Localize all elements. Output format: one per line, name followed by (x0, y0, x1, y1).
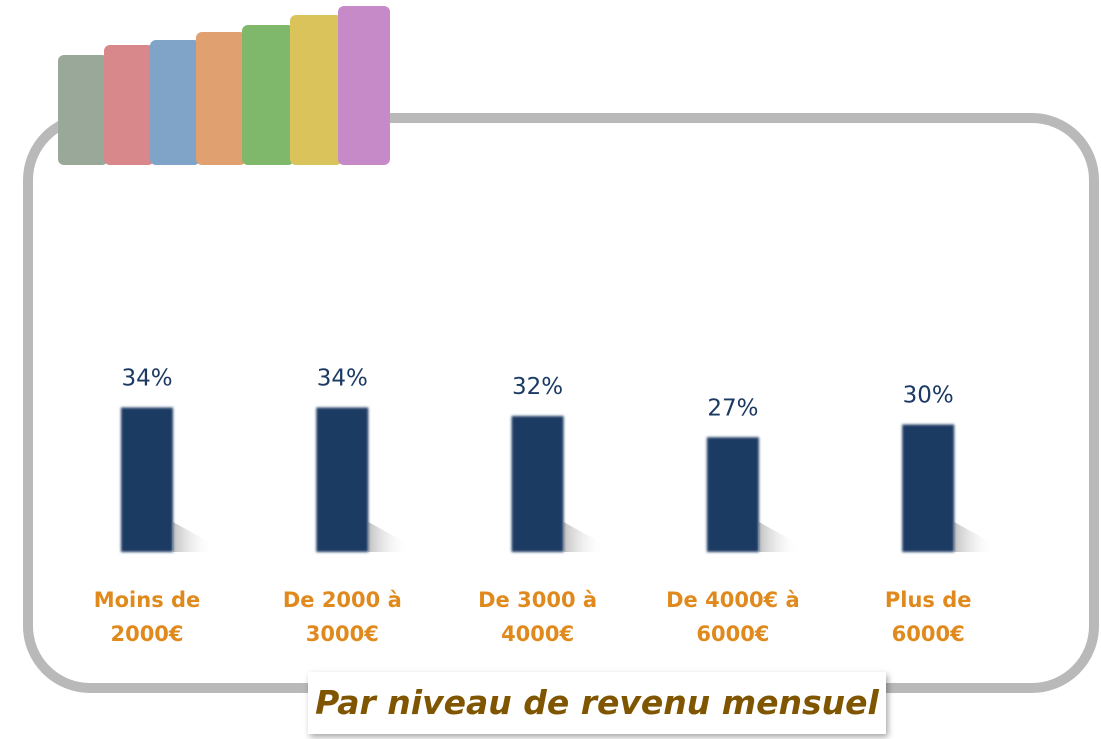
value-label: 32% (512, 374, 563, 400)
value-label: 30% (903, 383, 954, 409)
x-tick-label: De 3000 à 4000€ (478, 588, 598, 646)
bar-shadow (954, 522, 995, 552)
bar (316, 407, 369, 552)
bar (511, 416, 564, 552)
value-label: 34% (317, 366, 368, 392)
banknotes (58, 6, 390, 165)
bar-shadow (758, 522, 799, 552)
x-tick-label: Moins de 2000€ (93, 588, 201, 646)
bar-shadow (173, 522, 213, 552)
bar-shadow (563, 522, 604, 552)
chart-title: Par niveau de revenu mensuel (308, 672, 886, 734)
x-tick-label: De 2000 à 3000€ (282, 588, 402, 646)
bar-shadow (368, 522, 409, 552)
bar (706, 437, 759, 552)
value-label: 27% (707, 395, 758, 421)
bar (902, 424, 955, 552)
bar (121, 407, 173, 552)
value-label: 34% (121, 366, 172, 392)
x-tick-label: Plus de 6000€ (884, 588, 972, 646)
x-tick-label: De 4000€ à 6000€ (666, 588, 800, 646)
